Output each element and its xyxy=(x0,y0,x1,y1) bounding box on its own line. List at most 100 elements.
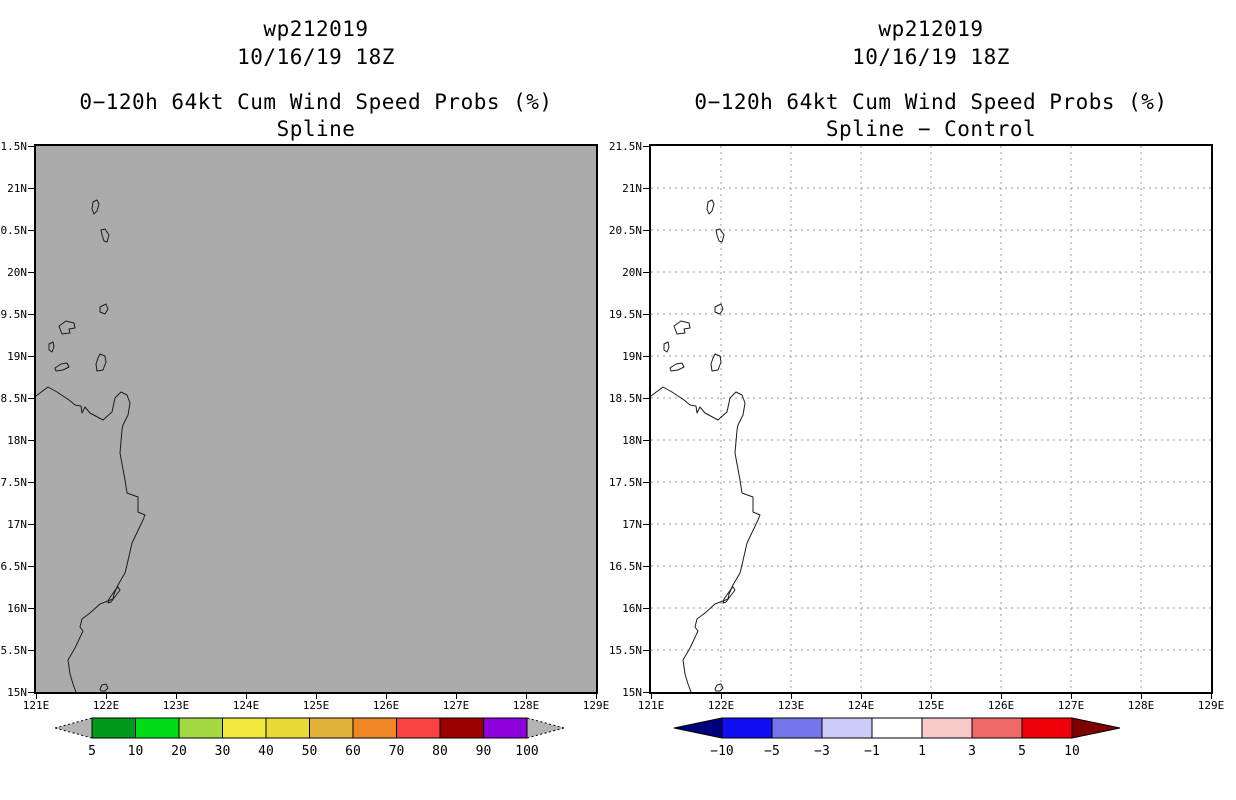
lat-label: 18N xyxy=(7,434,27,447)
lon-label: 124E xyxy=(847,699,875,712)
colorbar-cell xyxy=(921,717,973,739)
colorbar-cell xyxy=(222,717,267,739)
lat-label: 15N xyxy=(7,686,27,699)
product-title: 0−120h 64kt Cum Wind Speed Probs (%) xyxy=(79,90,553,114)
lon-label: 127E xyxy=(442,699,470,712)
lat-label: 16.5N xyxy=(0,560,27,573)
lon-label: 121E xyxy=(22,699,50,712)
lat-label: 18.5N xyxy=(608,392,642,405)
colorbar-label: 60 xyxy=(345,744,361,759)
lon-tick xyxy=(386,694,387,699)
lon-tick xyxy=(316,694,317,699)
colorbar-label: 90 xyxy=(476,744,492,759)
colorbar-cell xyxy=(871,717,923,739)
lat-tick xyxy=(643,356,649,357)
colorbar-cell xyxy=(483,717,528,739)
island xyxy=(54,362,70,372)
map-spline-minus-control xyxy=(649,144,1213,694)
lon-tick xyxy=(456,694,457,699)
lat-label: 17N xyxy=(7,518,27,531)
lon-tick xyxy=(1001,694,1002,699)
lon-tick xyxy=(791,694,792,699)
lat-label: 21N xyxy=(7,182,27,195)
lon-tick xyxy=(1211,694,1212,699)
lat-tick xyxy=(28,482,34,483)
lon-label: 129E xyxy=(1197,699,1225,712)
panel-spline: wp212019 10/16/19 18Z 0−120h 64kt Cum Wi… xyxy=(0,0,609,800)
colorbar-label: 5 xyxy=(88,744,96,759)
lat-tick xyxy=(28,650,34,651)
lat-tick xyxy=(643,692,649,693)
colorbar-cell xyxy=(971,717,1023,739)
lat-tick xyxy=(643,146,649,147)
colorbar-label: 100 xyxy=(515,744,538,759)
init-datetime: 10/16/19 18Z xyxy=(237,45,395,69)
lat-label: 21.5N xyxy=(0,140,27,153)
colorbar-label: −5 xyxy=(764,744,780,759)
lon-label: 129E xyxy=(582,699,610,712)
coastline-luzon xyxy=(36,386,146,692)
island xyxy=(48,341,55,353)
lon-label: 123E xyxy=(777,699,805,712)
colorbar-label: 20 xyxy=(171,744,187,759)
lat-tick xyxy=(643,314,649,315)
colorbar-label: −3 xyxy=(814,744,830,759)
lon-label: 128E xyxy=(1127,699,1155,712)
lat-tick xyxy=(28,146,34,147)
island xyxy=(99,683,109,692)
lat-tick xyxy=(643,398,649,399)
coastline xyxy=(36,199,146,692)
island xyxy=(99,303,109,315)
lat-tick xyxy=(28,440,34,441)
colorbar-cell xyxy=(135,717,180,739)
coastline xyxy=(651,199,761,692)
lon-label: 127E xyxy=(1057,699,1085,712)
map-canvas xyxy=(651,146,1211,692)
grid-lines xyxy=(651,146,1211,692)
map-canvas xyxy=(36,199,146,692)
variant-title: Spline xyxy=(276,117,356,141)
island xyxy=(91,199,100,215)
lat-label: 21N xyxy=(622,182,642,195)
lon-label: 123E xyxy=(162,699,190,712)
colorbar-cell xyxy=(771,717,823,739)
colorbar-label: 5 xyxy=(1018,744,1026,759)
island xyxy=(58,320,76,335)
colorbar-cell xyxy=(265,717,310,739)
lon-tick xyxy=(1071,694,1072,699)
lat-label: 16N xyxy=(7,602,27,615)
lat-tick xyxy=(28,188,34,189)
lon-tick xyxy=(721,694,722,699)
lon-label: 124E xyxy=(232,699,260,712)
lat-label: 17.5N xyxy=(608,476,642,489)
colorbar-label: −1 xyxy=(864,744,880,759)
lat-tick xyxy=(643,566,649,567)
lon-tick xyxy=(1141,694,1142,699)
colorbar-cell xyxy=(91,717,136,739)
storm-id: wp212019 xyxy=(878,17,984,41)
lat-label: 20N xyxy=(622,266,642,279)
lon-label: 122E xyxy=(92,699,120,712)
lat-label: 19N xyxy=(7,350,27,363)
lat-tick xyxy=(28,230,34,231)
lon-label: 125E xyxy=(917,699,945,712)
variant-title: Spline − Control xyxy=(825,117,1037,141)
colorbar-difference: −10 −5 −3 −1 1 3 5 10 xyxy=(673,717,1121,759)
lat-label: 20.5N xyxy=(0,224,27,237)
colorbar-label: 10 xyxy=(128,744,144,759)
lat-tick xyxy=(28,272,34,273)
lat-tick xyxy=(28,524,34,525)
lat-label: 17.5N xyxy=(0,476,27,489)
init-datetime: 10/16/19 18Z xyxy=(852,45,1010,69)
colorbar-arrow-right xyxy=(1071,717,1121,739)
colorbar-label: 1 xyxy=(918,744,926,759)
island xyxy=(100,228,110,243)
lat-tick xyxy=(643,230,649,231)
lat-label: 18.5N xyxy=(0,392,27,405)
colorbar-label: 80 xyxy=(432,744,448,759)
colorbar-cell xyxy=(178,717,223,739)
colorbar-cell xyxy=(721,717,773,739)
colorbar-label: 10 xyxy=(1064,744,1080,759)
colorbar-label: 70 xyxy=(389,744,405,759)
lon-label: 125E xyxy=(302,699,330,712)
